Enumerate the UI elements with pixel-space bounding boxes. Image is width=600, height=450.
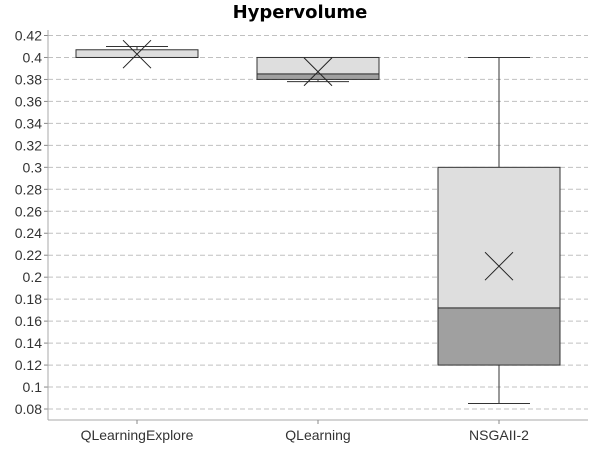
y-tick-label: 0.4 (23, 49, 43, 65)
mean-marker (122, 39, 152, 69)
y-tick-label: 0.22 (15, 247, 42, 263)
y-tick-label: 0.26 (15, 203, 42, 219)
y-tick-label: 0.28 (15, 181, 42, 197)
y-tick-label: 0.18 (15, 291, 42, 307)
y-tick-label: 0.32 (15, 137, 42, 153)
y-tick-label: 0.38 (15, 71, 42, 87)
y-tick-label: 0.1 (23, 379, 43, 395)
x-category-label: NSGAII-2 (469, 427, 529, 443)
box-upper (437, 166, 561, 309)
y-tick-label: 0.16 (15, 313, 42, 329)
y-tick-label: 0.08 (15, 401, 42, 417)
y-tick-label: 0.12 (15, 357, 42, 373)
mean-marker (303, 57, 333, 87)
y-tick-label: 0.24 (15, 225, 42, 241)
x-category-label: QLearning (285, 427, 350, 443)
chart-title: Hypervolume (232, 2, 368, 23)
y-tick-label: 0.42 (15, 27, 42, 43)
y-tick-label: 0.14 (15, 335, 42, 351)
x-category-label: QLearningExplore (81, 427, 194, 443)
mean-marker (484, 251, 514, 281)
box-lower (256, 73, 380, 80)
y-tick-label: 0.3 (23, 159, 43, 175)
box-lower (437, 307, 561, 366)
y-tick-label: 0.2 (23, 269, 43, 285)
y-tick-label: 0.34 (15, 115, 42, 131)
y-tick-label: 0.36 (15, 93, 42, 109)
